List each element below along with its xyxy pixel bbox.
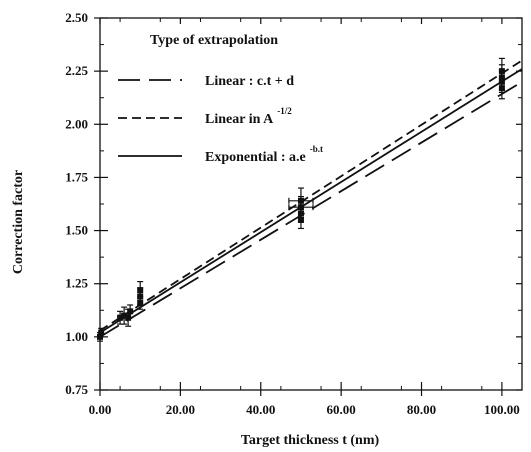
y-tick-label: 1.25 (65, 276, 88, 291)
x-tick-label: 40.00 (246, 402, 275, 417)
y-tick-label: 2.25 (65, 63, 88, 78)
x-tick-label: 60.00 (327, 402, 356, 417)
series-lines (99, 59, 523, 338)
x-tick-label: 100.00 (484, 402, 520, 417)
x-tick-label: 0.00 (89, 402, 112, 417)
legend-label-superscript: -b.t (310, 144, 323, 154)
legend-label: Exponential : a.e (205, 150, 306, 165)
series-line-long-dash (99, 81, 523, 338)
data-point (127, 304, 134, 319)
data-points (97, 57, 505, 342)
y-tick-label: 1.50 (65, 223, 88, 238)
legend-entry: Exponential : a.e -b.t (118, 144, 323, 165)
x-tick-label: 20.00 (166, 402, 195, 417)
point-marker (127, 308, 134, 315)
data-point (98, 327, 105, 338)
tick-labels: 0.75 1.00 1.25 1.50 1.75 2.00 2.25 2.50 0.00 20.0… (65, 10, 520, 417)
y-tick-label: 1.00 (65, 329, 88, 344)
point-marker (498, 68, 505, 75)
legend-label: Linear in A (205, 112, 274, 127)
data-point (288, 187, 314, 215)
point-marker (98, 329, 105, 336)
y-tick-label: 1.75 (65, 169, 88, 184)
legend-label-superscript: -1/2 (277, 106, 292, 116)
legend-entry: Linear : c.t + d (118, 74, 294, 89)
legend-entry: Linear in A-1/2 (118, 106, 292, 127)
legend-title: Type of extrapolation (150, 33, 278, 48)
data-point (137, 280, 144, 300)
point-marker (121, 312, 128, 319)
x-tick-label: 80.00 (407, 402, 436, 417)
legend-label: Linear : c.t + d (205, 74, 294, 89)
y-tick-label: 2.00 (65, 116, 88, 131)
axis-ticks (94, 17, 522, 396)
series-line-short-dash (99, 59, 523, 332)
plot-border (99, 17, 523, 391)
x-axis-title: Target thickness t (nm) (241, 433, 380, 448)
y-tick-label: 2.50 (65, 10, 88, 25)
y-tick-label: 0.75 (65, 382, 88, 397)
point-marker (117, 314, 124, 321)
point-marker (297, 197, 304, 204)
plot-frame (99, 17, 523, 391)
point-marker (137, 287, 144, 294)
data-point (498, 57, 505, 85)
y-axis-title: Correction factor (11, 170, 26, 274)
legend: Type of extrapolation Linear : c.t + dLi… (118, 33, 323, 165)
legend-entries: Linear : c.t + d Linear in A-1/2 Exponenti… (118, 74, 323, 165)
